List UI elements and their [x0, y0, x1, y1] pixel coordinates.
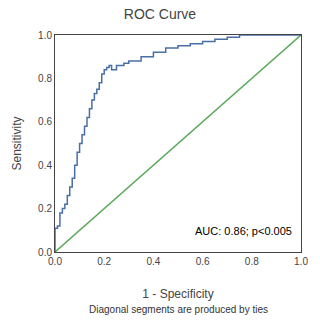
svg-text:0.6: 0.6 [38, 116, 52, 127]
svg-text:1.0: 1.0 [38, 30, 52, 41]
svg-text:Diagonal segments are produced: Diagonal segments are produced by ties [89, 304, 268, 315]
svg-text:0.8: 0.8 [38, 73, 52, 84]
svg-text:AUC: 0.86; p<0.005: AUC: 0.86; p<0.005 [195, 225, 292, 237]
svg-text:1 - Specificity: 1 - Specificity [142, 287, 213, 301]
svg-text:0.2: 0.2 [38, 203, 52, 214]
svg-text:ROC Curve: ROC Curve [124, 6, 197, 22]
svg-text:0.0: 0.0 [48, 256, 62, 267]
svg-text:0.2: 0.2 [97, 256, 111, 267]
svg-text:0.4: 0.4 [38, 160, 52, 171]
svg-text:Sensitivity: Sensitivity [10, 116, 24, 170]
svg-text:0.6: 0.6 [196, 256, 210, 267]
svg-text:0.8: 0.8 [245, 256, 259, 267]
svg-text:0.0: 0.0 [38, 247, 52, 258]
svg-text:1.0: 1.0 [294, 256, 308, 267]
svg-text:0.4: 0.4 [146, 256, 160, 267]
